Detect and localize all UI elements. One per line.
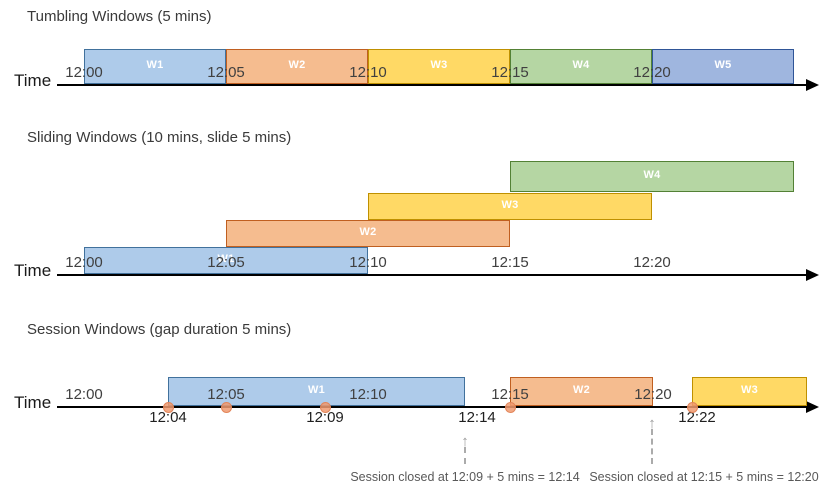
tumbling-windows-tick-12-15: 12:15 xyxy=(491,64,529,81)
session-windows-title: Session Windows (gap duration 5 mins) xyxy=(27,321,292,338)
tumbling-windows-title: Tumbling Windows (5 mins) xyxy=(27,8,212,25)
session-windows-dashed-line-2 xyxy=(651,429,653,464)
session-windows-event-dot-12-04 xyxy=(163,402,174,413)
session-windows-window-box-w3: W3 xyxy=(692,377,807,406)
session-windows-annotation-1: Session closed at 12:09 + 5 mins = 12:14 xyxy=(350,470,580,484)
session-windows-tick-12-10: 12:10 xyxy=(349,386,387,403)
sliding-windows-time-axis xyxy=(57,274,806,276)
session-windows-tick-12-20: 12:20 xyxy=(634,386,672,403)
tumbling-windows-time-axis-label: Time xyxy=(14,71,52,90)
session-windows-window-box-w1: W1 xyxy=(168,377,465,406)
session-windows-below-axis-label-12-04: 12:04 xyxy=(149,409,187,426)
sliding-windows-window-box-w4: W4 xyxy=(510,161,794,192)
sliding-windows-title: Sliding Windows (10 mins, slide 5 mins) xyxy=(27,129,292,146)
session-windows-window-box-w2: W2 xyxy=(510,377,653,406)
session-windows-below-axis-label-12-09: 12:09 xyxy=(306,409,344,426)
sliding-windows-axis-arrowhead-icon xyxy=(806,269,819,281)
session-windows-event-dot-12-05 xyxy=(221,402,232,413)
tumbling-windows-axis-arrowhead-icon xyxy=(806,79,819,91)
session-windows-time-axis xyxy=(57,406,806,408)
session-windows-window-label-w3: W3 xyxy=(740,383,759,396)
sliding-windows-window-label-w4: W4 xyxy=(643,168,661,181)
session-windows-tick-12-00: 12:00 xyxy=(65,386,103,403)
session-windows-event-dot-12-09 xyxy=(320,402,331,413)
sliding-windows-window-label-w2: W2 xyxy=(359,225,377,238)
sliding-windows-window-box-w2: W2 xyxy=(226,220,510,247)
session-windows-below-axis-label-12-22: 12:22 xyxy=(678,409,716,426)
sliding-windows-window-box-w3: W3 xyxy=(368,193,652,220)
sliding-windows-window-label-w1: W1 xyxy=(217,252,235,265)
session-windows-axis-arrowhead-icon xyxy=(806,401,819,413)
tumbling-windows-window-box-w5: W5 xyxy=(652,49,794,84)
session-windows-up-arrow-icon-1: ↑ xyxy=(461,433,469,450)
session-windows-window-label-w2: W2 xyxy=(572,383,591,396)
tumbling-windows-tick-12-00: 12:00 xyxy=(65,64,103,81)
tumbling-windows-window-label-w1: W1 xyxy=(146,58,164,71)
session-windows-event-dot-12-15 xyxy=(505,402,516,413)
tumbling-windows-window-box-w4: W4 xyxy=(510,49,652,84)
sliding-windows-window-label-w3: W3 xyxy=(501,198,519,211)
session-windows-below-axis-label-12-14: 12:14 xyxy=(458,409,496,426)
session-windows-time-axis-label: Time xyxy=(14,393,52,412)
session-windows-window-label-w1: W1 xyxy=(307,383,326,396)
tumbling-windows-window-box-w1: W1 xyxy=(84,49,226,84)
tumbling-windows-tick-12-20: 12:20 xyxy=(633,64,671,81)
sliding-windows-tick-12-10: 12:10 xyxy=(349,254,387,271)
sliding-windows-time-axis-label: Time xyxy=(14,261,52,280)
sliding-windows-tick-12-20: 12:20 xyxy=(633,254,671,271)
session-windows-tick-12-15: 12:15 xyxy=(491,386,529,403)
tumbling-windows-window-label-w4: W4 xyxy=(572,58,590,71)
tumbling-windows-tick-12-05: 12:05 xyxy=(207,64,245,81)
sliding-windows-window-box-w1: W1 xyxy=(84,247,368,274)
tumbling-windows-tick-12-10: 12:10 xyxy=(349,64,387,81)
tumbling-windows-window-label-w5: W5 xyxy=(714,58,732,71)
tumbling-windows-time-axis xyxy=(57,84,806,86)
sliding-windows-tick-12-15: 12:15 xyxy=(491,254,529,271)
session-windows-event-dot-12-22 xyxy=(687,402,698,413)
tumbling-windows-window-box-w3: W3 xyxy=(368,49,510,84)
tumbling-windows-window-box-w2: W2 xyxy=(226,49,368,84)
session-windows-up-arrow-icon-2: ↑ xyxy=(648,415,656,432)
session-windows-tick-12-05: 12:05 xyxy=(207,386,245,403)
tumbling-windows-window-label-w3: W3 xyxy=(430,58,448,71)
tumbling-windows-window-label-w2: W2 xyxy=(288,58,306,71)
session-windows-dashed-line-1 xyxy=(464,447,466,464)
session-windows-annotation-2: Session closed at 12:15 + 5 mins = 12:20 xyxy=(589,470,819,484)
sliding-windows-tick-12-00: 12:00 xyxy=(65,254,103,271)
sliding-windows-tick-12-05: 12:05 xyxy=(207,254,245,271)
